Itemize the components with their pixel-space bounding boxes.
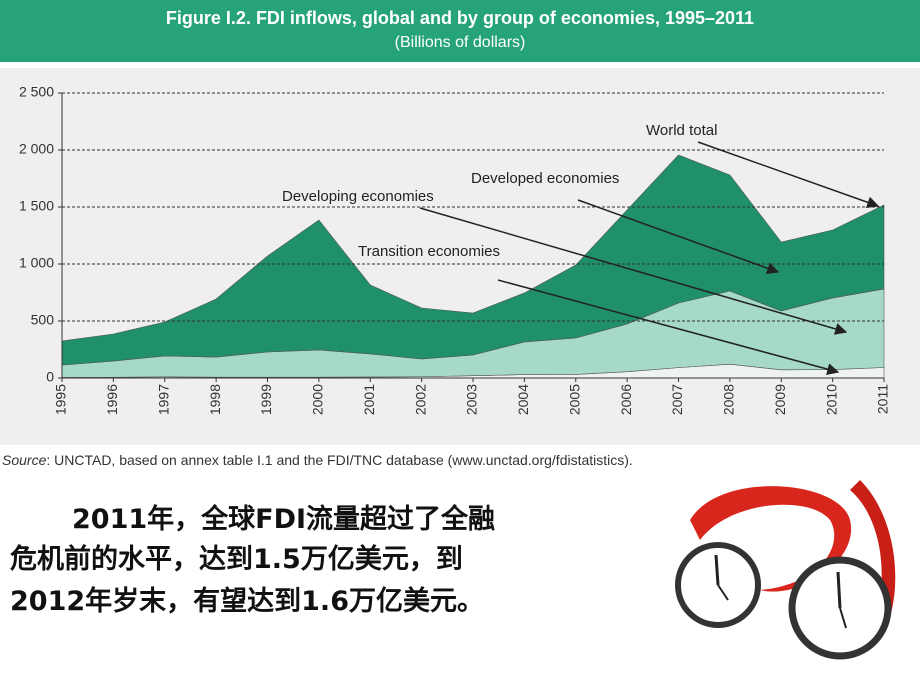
annotations: World total Developed economies Developi… <box>282 122 880 375</box>
x-tick-label: 1997 <box>155 384 171 415</box>
x-tick-label: 2007 <box>669 384 685 415</box>
y-tick-label: 500 <box>31 312 55 328</box>
x-tick-label: 2010 <box>823 384 839 415</box>
arrow <box>697 141 880 209</box>
y-tick-label: 1 000 <box>19 255 54 271</box>
source-label: Source <box>2 452 47 468</box>
x-tick-label: 2000 <box>310 384 326 415</box>
series-label: Transition economies <box>358 243 500 260</box>
clock-hand <box>714 554 720 586</box>
x-tick-label: 2003 <box>464 384 480 415</box>
chart-subtitle: (Billions of dollars) <box>395 34 526 51</box>
body-line: 危机前的水平，达到1.5万亿美元，到 <box>10 543 463 575</box>
series-label: Developed economies <box>471 170 619 187</box>
area <box>61 154 885 366</box>
clock-hand <box>717 584 729 601</box>
x-tick-label: 2001 <box>361 384 377 415</box>
x-tick-label: 2004 <box>515 384 531 415</box>
x-tick-label: 2011 <box>875 384 891 414</box>
x-tick-label: 1999 <box>258 384 274 415</box>
clock-hand <box>839 607 847 629</box>
clock-decoration <box>675 480 896 660</box>
arrow <box>419 207 848 335</box>
x-tick-label: 1996 <box>104 384 120 415</box>
source-text: : UNCTAD, based on annex table I.1 and t… <box>46 452 632 468</box>
x-tick-label: 2005 <box>566 384 582 415</box>
y-tick-label: 1 500 <box>19 198 54 214</box>
x-tick-label: 1998 <box>207 384 223 415</box>
body-line: 2012年岁末，有望达到1.6万亿美元。 <box>10 585 484 617</box>
x-tick-label: 1995 <box>53 384 69 415</box>
y-tick-label: 2 500 <box>19 84 54 100</box>
plot: 0 500 1 000 1 500 2 000 2 500 1995 1996 1997 1998… <box>19 84 891 415</box>
ribbon <box>690 486 852 592</box>
y-tick-label: 2 000 <box>19 141 54 157</box>
title-banner <box>0 0 920 62</box>
y-tick-label: 0 <box>46 369 54 385</box>
x-tick-label: 2008 <box>721 384 737 415</box>
source: Source: UNCTAD, based on annex table I.1… <box>2 452 633 468</box>
clock-hand <box>836 571 842 609</box>
annotation: World total <box>646 122 717 139</box>
x-tick-label: 2002 <box>412 384 428 415</box>
x-tick-label: 2006 <box>618 384 634 415</box>
arrow <box>577 199 780 274</box>
arrow <box>497 279 840 375</box>
body-line: 2011年，全球FDI流量超过了全融 <box>72 503 495 535</box>
series-label: Developing economies <box>282 188 434 205</box>
text-box <box>0 478 632 628</box>
x-tick-label: 2009 <box>772 384 788 415</box>
chart-title: Figure I.2. FDI inflows, global and by g… <box>166 8 754 28</box>
